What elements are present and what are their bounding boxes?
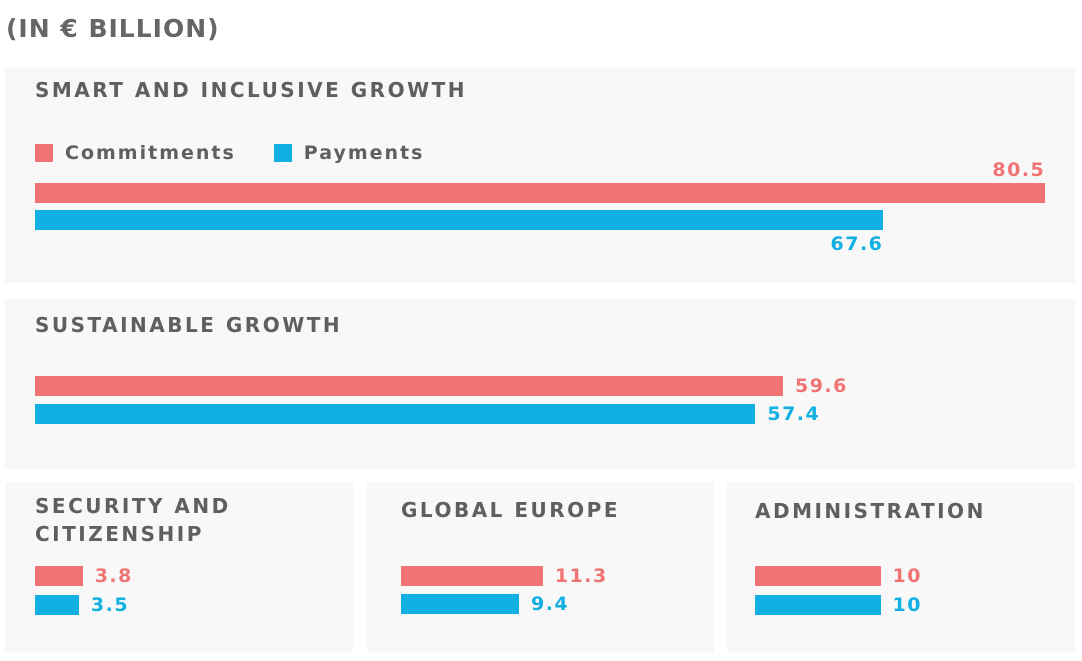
bar-payments	[35, 595, 79, 615]
value-label-payments: 3.5	[90, 594, 130, 616]
bar-commitments	[755, 566, 881, 586]
panel-administration: ADMINISTRATION 10 10	[727, 482, 1075, 652]
value-label-commitments: 3.8	[94, 565, 133, 587]
bar-payments	[35, 404, 756, 424]
panel-security-citizenship: SECURITY AND CITIZENSHIP 3.8 3.5	[5, 482, 353, 652]
value-label-commitments: 10	[892, 565, 922, 587]
panel-global-europe: GLOBAL EUROPE 11.3 9.4	[367, 482, 714, 652]
panel-title: SUSTAINABLE GROWTH	[35, 313, 343, 337]
value-label-commitments: 59.6	[794, 375, 848, 397]
value-label-commitments: 11.3	[554, 565, 608, 587]
bar-payments	[35, 210, 884, 230]
bar-payments	[401, 594, 519, 614]
value-label-payments: 57.4	[767, 403, 821, 425]
legend-label-payments: Payments	[303, 142, 425, 164]
bar-commitments	[401, 566, 543, 586]
panel-title: GLOBAL EUROPE	[401, 498, 621, 522]
value-label-payments: 67.6	[830, 233, 884, 255]
legend-swatch-payments	[273, 144, 292, 162]
value-label-commitments: 80.5	[992, 159, 1046, 181]
bar-commitments	[35, 183, 1046, 203]
panel-title: ADMINISTRATION	[755, 499, 986, 523]
panel-title: SECURITY AND CITIZENSHIP	[35, 494, 231, 546]
legend: Commitments Payments	[35, 142, 424, 164]
legend-label-commitments: Commitments	[65, 142, 236, 164]
panel-sustainable-growth: SUSTAINABLE GROWTH 59.6 57.4	[5, 299, 1075, 469]
panel-smart-inclusive-growth: SMART AND INCLUSIVE GROWTH Commitments P…	[5, 68, 1075, 283]
value-label-payments: 10	[892, 594, 922, 616]
unit-label: (IN € BILLION)	[6, 14, 220, 43]
legend-swatch-commitments	[35, 144, 53, 162]
panel-title: SMART AND INCLUSIVE GROWTH	[35, 78, 468, 102]
bar-commitments	[35, 376, 783, 396]
bar-payments	[755, 595, 881, 615]
value-label-payments: 9.4	[530, 593, 570, 615]
bar-commitments	[35, 566, 83, 586]
